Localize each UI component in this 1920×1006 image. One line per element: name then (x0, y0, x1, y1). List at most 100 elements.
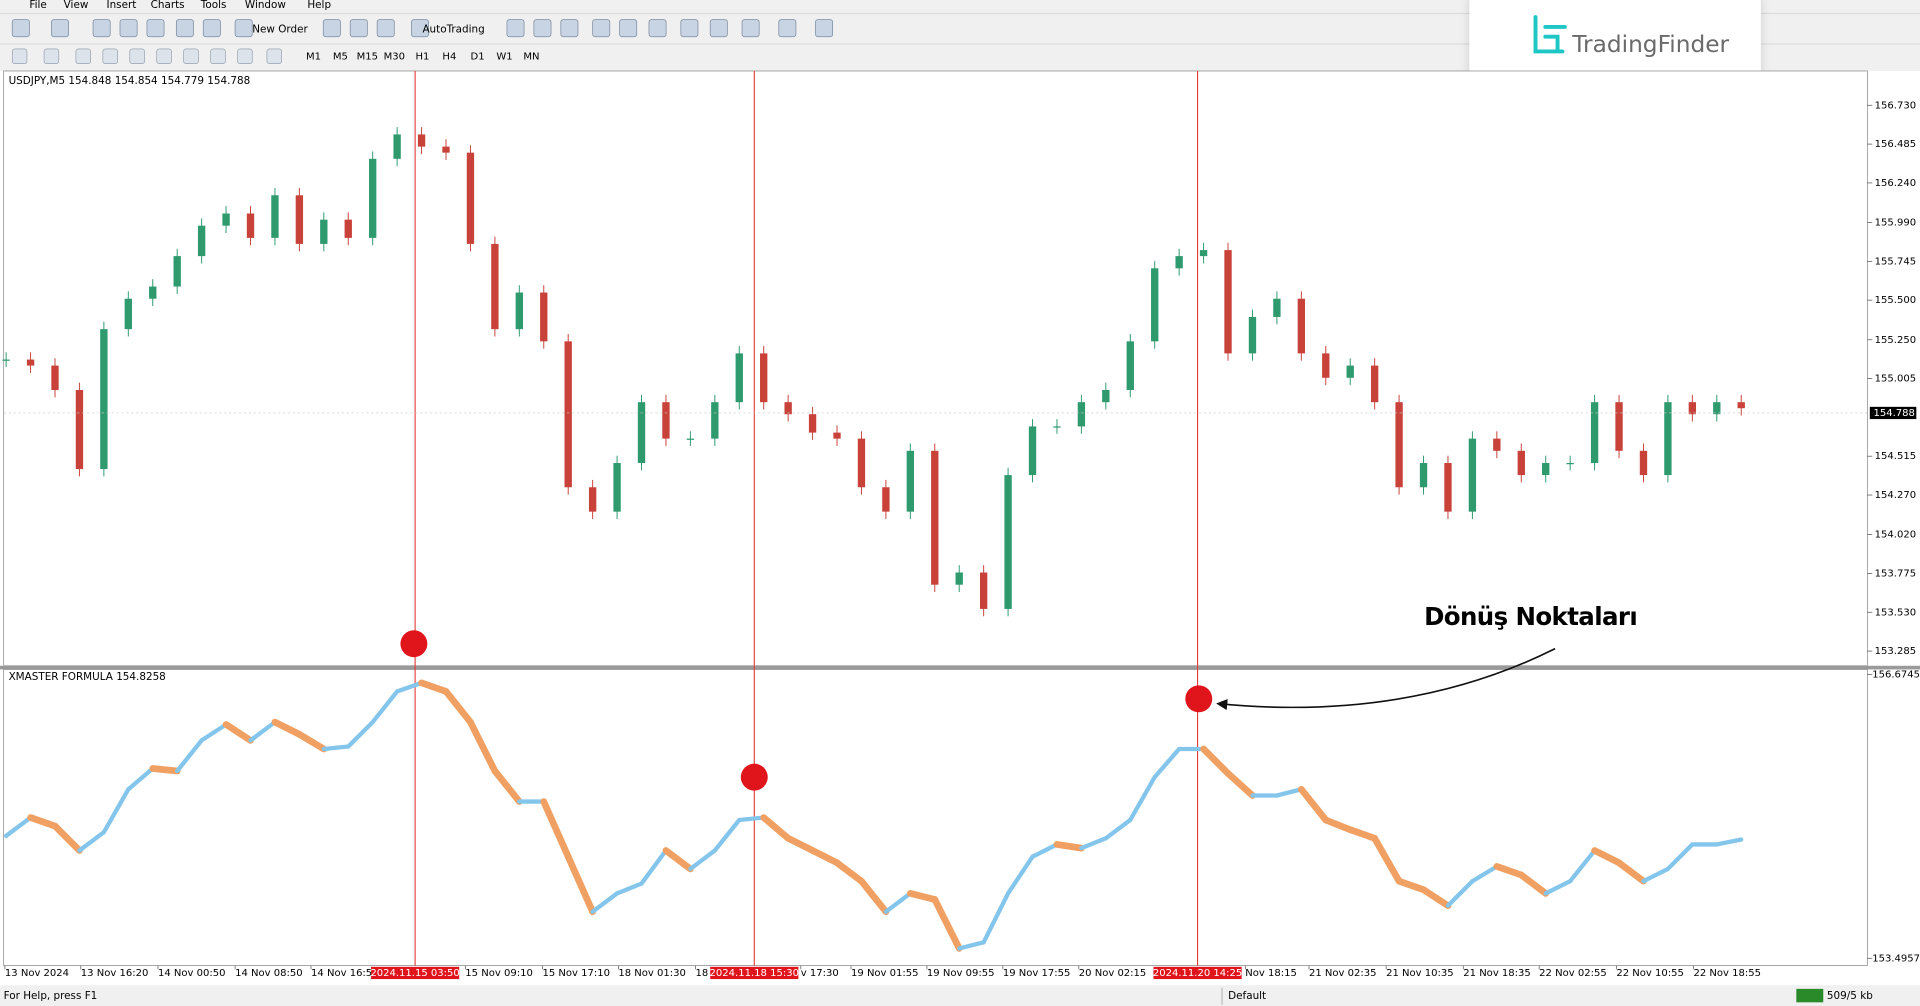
toolbar-icon[interactable] (102, 48, 118, 64)
timeframe-button[interactable]: H1 (415, 51, 429, 62)
timeframe-button[interactable]: M15 (357, 51, 378, 62)
menu-item[interactable]: Window (245, 0, 286, 11)
indicator-segment (737, 815, 766, 823)
toolbar-icon[interactable] (210, 48, 226, 64)
candle-body (320, 219, 328, 244)
toolbar-icon[interactable] (146, 19, 165, 38)
toolbar-icon[interactable] (741, 19, 760, 38)
toolbar-icon[interactable] (322, 19, 341, 38)
indicator-segment (271, 718, 303, 738)
candle-body (2, 359, 10, 361)
candle-body (1102, 389, 1110, 403)
timeframe-button[interactable]: M1 (306, 51, 321, 62)
toolbar-icon[interactable] (266, 48, 282, 64)
y-tick-label: 155.005 (1875, 374, 1916, 385)
new-order-button[interactable]: New Order (252, 23, 308, 35)
toolbar-icon[interactable] (619, 19, 638, 38)
toolbar-icon[interactable] (815, 19, 834, 38)
indicator-segment (662, 847, 694, 873)
candle-body (393, 134, 401, 159)
candle-body (1542, 463, 1550, 476)
candle-body (1664, 402, 1672, 476)
indicator-segment (394, 680, 424, 694)
candle-body (466, 152, 475, 244)
timeframe-button[interactable]: M30 (384, 51, 405, 62)
toolbar-icon[interactable] (51, 19, 69, 38)
timeframe-button[interactable]: MN (523, 51, 539, 62)
menu-item[interactable]: Tools (200, 0, 227, 11)
toolbar-icon[interactable] (11, 48, 28, 64)
toolbar-icon[interactable] (119, 19, 138, 38)
annotation: Dönüş Noktaları (1424, 602, 1637, 631)
toolbar-icon[interactable] (506, 19, 525, 38)
toolbar-icon[interactable] (560, 19, 579, 38)
indicator-segment (1103, 817, 1133, 841)
toolbar-icon[interactable] (778, 19, 797, 38)
indicator-segment (1224, 770, 1256, 799)
toolbar-icon[interactable] (234, 19, 253, 38)
menu-item[interactable]: View (64, 0, 89, 11)
x-tick-label: 19 Nov 09:55 (927, 968, 995, 979)
toolbar-icon[interactable] (680, 19, 699, 38)
candle-body (51, 365, 59, 390)
toolbar-icon[interactable] (709, 19, 728, 38)
timeframe-button[interactable]: H4 (442, 51, 456, 62)
toolbar-icon[interactable] (202, 19, 221, 38)
timeframe-button[interactable]: W1 (496, 51, 512, 62)
indicator-segment (467, 718, 499, 775)
candle-body (1175, 256, 1183, 269)
y-tick-label: 156.485 (1875, 139, 1916, 150)
plot (2, 127, 1745, 952)
toolbar-icon[interactable] (376, 19, 395, 38)
candle-body (1444, 463, 1452, 512)
toolbar-icon[interactable] (411, 19, 429, 38)
indicator-segment (931, 896, 963, 952)
toolbar-icon[interactable] (592, 19, 611, 38)
toolbar-icon[interactable] (237, 48, 253, 64)
indicator-segment (614, 881, 644, 896)
x-tick-label: 18 (696, 968, 709, 979)
menu-item[interactable]: Charts (151, 0, 185, 11)
x-tick-label: 22 Nov 10:55 (1616, 968, 1684, 979)
candle-body (906, 450, 915, 512)
indicator-segment (1445, 879, 1475, 908)
toolbar-icon[interactable] (11, 19, 30, 38)
menu-item[interactable]: Help (307, 0, 331, 11)
toolbar-icon[interactable] (349, 19, 368, 38)
toolbar-icon[interactable] (129, 48, 145, 64)
toolbar-icon[interactable] (533, 19, 552, 38)
candle-body (711, 402, 719, 439)
time-highlight-label: 2024.11.18 15:30 (710, 968, 799, 979)
toolbar-icon[interactable] (175, 19, 194, 38)
timeframe-button[interactable]: M5 (333, 51, 348, 62)
menu-item[interactable]: File (29, 0, 46, 11)
indicator-segment (149, 765, 181, 775)
x-tick-label: 21 Nov 02:35 (1309, 968, 1377, 979)
toolbar-icon[interactable] (183, 48, 199, 64)
candle-body (1419, 463, 1428, 488)
toolbar-icon[interactable] (75, 48, 91, 64)
indicator-frame (3, 669, 1868, 966)
indicator-segment (1005, 854, 1035, 896)
toolbar-icon[interactable] (92, 19, 111, 38)
toolbar-icon[interactable] (648, 19, 667, 38)
status-traffic: 509/5 kb (1827, 990, 1873, 1002)
turning-point (400, 630, 428, 658)
menu-item[interactable]: Insert (107, 0, 137, 11)
timeframe-button[interactable]: D1 (471, 51, 485, 62)
indicator-segment (858, 877, 890, 916)
indicator-segment (712, 817, 742, 853)
toolbar-icon[interactable] (43, 48, 60, 64)
toolbar-icon[interactable] (156, 48, 172, 64)
indicator-segment (688, 848, 717, 872)
x-tick-label: 20 Nov 02:15 (1079, 968, 1147, 979)
indicator-segment (248, 719, 278, 743)
autotrading-button[interactable]: AutoTrading (422, 23, 484, 35)
current-price-label: 154.788 (1873, 408, 1914, 419)
candle-body (588, 487, 597, 512)
candle-body (1126, 341, 1134, 390)
candle-body (979, 572, 988, 609)
indicator-segment (3, 815, 33, 839)
indicator-segment (491, 767, 523, 805)
y-tick-label: 153.775 (1875, 568, 1916, 579)
